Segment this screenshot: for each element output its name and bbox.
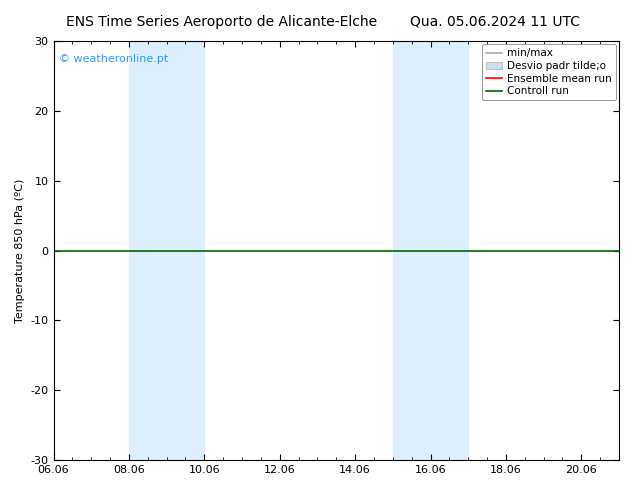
Text: © weatheronline.pt: © weatheronline.pt [59, 53, 169, 64]
Bar [393, 41, 469, 460]
Bar [129, 41, 204, 460]
Legend: min/max, Desvio padr tilde;o, Ensemble mean run, Controll run: min/max, Desvio padr tilde;o, Ensemble m… [482, 44, 616, 100]
Text: Qua. 05.06.2024 11 UTC: Qua. 05.06.2024 11 UTC [410, 15, 579, 29]
Y-axis label: Temperature 850 hPa (ºC): Temperature 850 hPa (ºC) [15, 178, 25, 323]
Text: ENS Time Series Aeroporto de Alicante-Elche: ENS Time Series Aeroporto de Alicante-El… [67, 15, 377, 29]
